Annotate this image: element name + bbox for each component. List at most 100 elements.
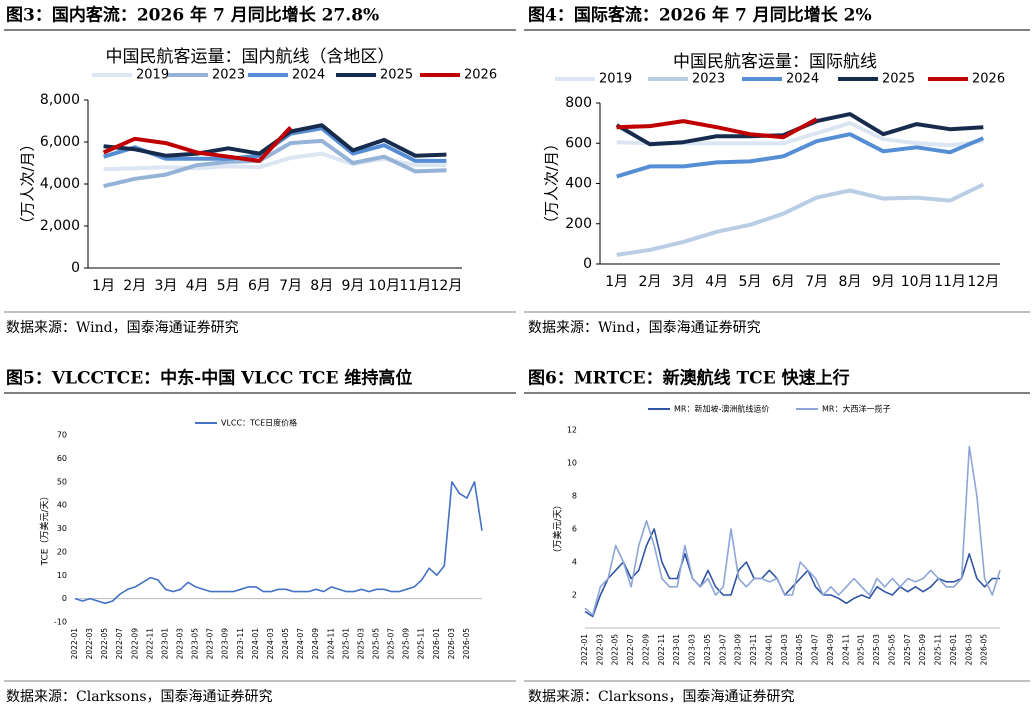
x-tick-label: 2025-07: [903, 634, 912, 666]
x-tick-label: 2022-03: [85, 628, 94, 660]
y-tick-label: 8,000: [40, 92, 80, 108]
x-tick-label: 10月: [368, 278, 400, 294]
x-tick-label: 2024-05: [281, 628, 290, 660]
x-tick-label: 2022-09: [641, 634, 650, 666]
legend-label: MR：大西洋一揽子: [822, 404, 890, 414]
y-tick-label: 800: [565, 95, 592, 111]
x-tick-label: 2023-01: [160, 628, 169, 660]
x-tick-label: 2025-11: [934, 634, 943, 666]
y-tick-label: 0: [583, 256, 592, 272]
x-tick-label: 2024-01: [764, 634, 773, 666]
series-line: [616, 132, 985, 179]
legend-label: 2025: [380, 68, 413, 83]
x-tick-label: 2022-03: [595, 634, 604, 666]
legend-label: VLCC：TCE日度价格: [221, 418, 297, 428]
x-tick-label: 3月: [154, 278, 177, 294]
figure-title: 图4：国际客流：2026 年 7 月同比增长 2%: [528, 5, 872, 26]
x-tick-label: 4月: [705, 274, 728, 290]
series-line: [584, 528, 1000, 618]
y-tick-label: 200: [565, 216, 592, 232]
x-tick-label: 2023-11: [749, 634, 758, 666]
x-tick-label: 5月: [739, 274, 762, 290]
x-tick-label: 2022-11: [145, 628, 154, 660]
y-tick-label: 60: [57, 454, 67, 463]
y-tick-label: 10: [57, 571, 67, 580]
x-tick-label: 2023-03: [176, 628, 185, 660]
x-tick-label: 2023-07: [206, 628, 215, 660]
y-axis-label: （万美元/天）: [552, 500, 564, 557]
series-line: [616, 117, 818, 140]
y-tick-label: 2,000: [40, 218, 80, 234]
x-tick-label: 8月: [310, 278, 333, 294]
y-tick-label: 4,000: [40, 176, 80, 192]
source-note: 数据来源：Wind，国泰海通证券研究: [528, 320, 761, 336]
y-tick-label: 0: [71, 260, 80, 276]
x-tick-label: 2026-01: [432, 628, 441, 660]
x-tick-label: 2025-05: [887, 634, 896, 666]
y-axis-label: （万人次/月）: [19, 136, 37, 231]
x-tick-label: 2023-09: [734, 634, 743, 666]
y-tick-label: 70: [57, 431, 67, 440]
x-tick-label: 2022-07: [115, 628, 124, 660]
source-note: 数据来源：Clarksons，国泰海通证券研究: [6, 689, 273, 705]
y-tick-label: 6: [572, 525, 577, 534]
x-tick-label: 4月: [186, 278, 209, 294]
x-tick-label: 9月: [872, 274, 895, 290]
x-tick-label: 1月: [92, 278, 115, 294]
series-line: [103, 138, 447, 189]
legend-label: MR：新加坡-澳洲航线运价: [674, 404, 769, 414]
x-tick-label: 2024-05: [795, 634, 804, 666]
x-tick-label: 6月: [772, 274, 795, 290]
legend-label: 2024: [292, 68, 325, 83]
x-tick-label: 5月: [217, 278, 240, 294]
x-tick-label: 2025-01: [857, 634, 866, 666]
legend-label: 2019: [599, 72, 632, 87]
x-tick-label: 9月: [341, 278, 364, 294]
x-tick-label: 2025-01: [341, 628, 350, 660]
x-tick-label: 10月: [901, 274, 933, 290]
series-line: [102, 125, 293, 163]
y-tick-label: 600: [565, 135, 592, 151]
legend-label: 2026: [972, 72, 1005, 87]
x-tick-label: 2023-11: [236, 628, 245, 660]
x-tick-label: 2025-09: [918, 634, 927, 666]
x-tick-label: 2025-11: [417, 628, 426, 660]
source-note: 数据来源：Clarksons，国泰海通证券研究: [528, 689, 795, 705]
y-tick-label: 6,000: [40, 134, 80, 150]
x-tick-label: 2022-01: [70, 628, 79, 660]
y-tick-label: 400: [565, 176, 592, 192]
x-tick-label: 2023-05: [191, 628, 200, 660]
y-tick-label: 4: [572, 558, 577, 567]
x-tick-label: 12月: [967, 274, 999, 290]
x-tick-label: 2月: [639, 274, 662, 290]
x-tick-label: 6月: [248, 278, 271, 294]
x-tick-label: 8月: [839, 274, 862, 290]
x-tick-label: 2026-03: [964, 634, 973, 666]
x-tick-label: 2月: [123, 278, 146, 294]
x-tick-label: 2022-05: [611, 634, 620, 666]
x-tick-label: 2025-03: [872, 634, 881, 666]
x-tick-label: 2024-11: [841, 634, 850, 666]
x-tick-label: 2024-01: [251, 628, 260, 660]
x-tick-label: 2023-05: [703, 634, 712, 666]
x-tick-label: 2026-05: [980, 634, 989, 666]
x-tick-label: 2024-09: [826, 634, 835, 666]
x-tick-label: 2023-07: [718, 634, 727, 666]
chart-title: 中国民航客运量：国内航线（含地区）: [106, 47, 395, 67]
y-tick-label: 10: [567, 459, 577, 468]
y-tick-label: 50: [57, 477, 67, 486]
y-axis-label: （万人次/月）: [543, 136, 561, 231]
x-tick-label: 2024-09: [311, 628, 320, 660]
x-tick-label: 2024-03: [266, 628, 275, 660]
x-tick-label: 2025-05: [371, 628, 380, 660]
x-tick-label: 2022-01: [580, 634, 589, 666]
x-tick-label: 2025-07: [387, 628, 396, 660]
x-tick-label: 12月: [431, 278, 463, 294]
x-tick-label: 2022-07: [626, 634, 635, 666]
source-note: 数据来源：Wind，国泰海通证券研究: [6, 320, 239, 336]
x-tick-label: 2023-03: [688, 634, 697, 666]
x-tick-label: 2026-01: [949, 634, 958, 666]
legend-label: 2023: [212, 68, 245, 83]
x-tick-label: 2026-03: [447, 628, 456, 660]
